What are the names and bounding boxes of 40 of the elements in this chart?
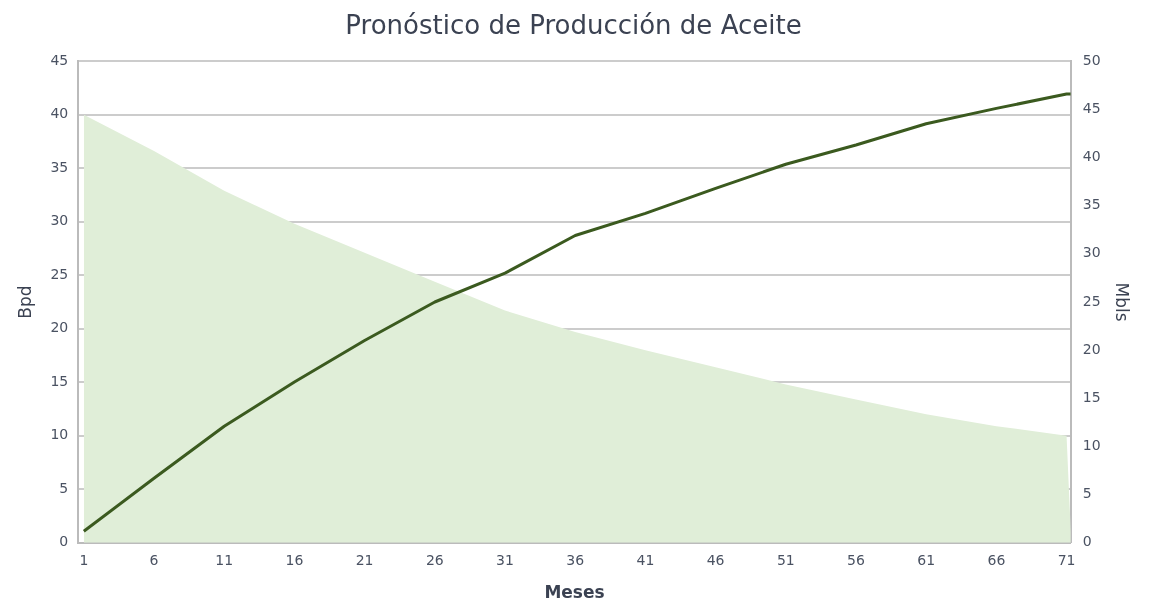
y-tick-label: 20 [50,319,69,336]
x-tick-label: 26 [425,551,444,568]
y-tick-label: 15 [50,372,69,389]
x-tick-label: 6 [149,551,159,568]
chart-title: Pronóstico de Producción de Aceite [345,10,802,41]
y-tick-label: 10 [50,426,69,443]
x-tick-label: 41 [636,551,655,568]
y2-tick-label: 5 [1082,485,1092,502]
y2-tick-label: 45 [1082,100,1101,116]
y2-tick-label: 40 [1082,148,1101,165]
x-tick-label: 31 [496,551,514,568]
x-tick-label: 16 [285,551,304,568]
y-tick-label: 5 [59,479,69,496]
y-tick-label: 35 [50,158,69,175]
y-tick-label: 25 [50,265,69,282]
y-tick-label: 40 [50,105,69,122]
y-tick-label: 45 [50,51,69,68]
y-tick-label: 30 [50,212,69,229]
x-tick-label: 36 [566,551,585,568]
y2-tick-label: 30 [1082,244,1101,261]
x-tick-label: 61 [917,551,936,568]
x-tick-label: 11 [215,551,234,568]
y2-axis-title: Mbls [1112,282,1133,322]
x-tick-label: 46 [706,551,725,568]
y2-tick-label: 20 [1082,340,1101,357]
y2-tick-label: 50 [1082,51,1101,68]
x-tick-label: 71 [1057,551,1076,568]
y2-tick-label: 15 [1082,388,1101,405]
y2-tick-label: 35 [1082,196,1101,213]
x-axis-title: Meses [544,582,605,603]
x-tick-label: 66 [987,551,1006,568]
y2-tick-label: 25 [1082,292,1101,309]
y2-tick-label: 10 [1082,437,1101,454]
y-axis-title: Bpd [14,285,35,319]
x-tick-label: 56 [847,551,865,568]
x-tick-label: 1 [79,551,89,568]
x-tick-label: 21 [355,551,374,568]
x-tick-label: 51 [776,551,795,568]
y2-tick-label: 0 [1082,533,1092,550]
y-tick-label: 0 [59,533,69,550]
